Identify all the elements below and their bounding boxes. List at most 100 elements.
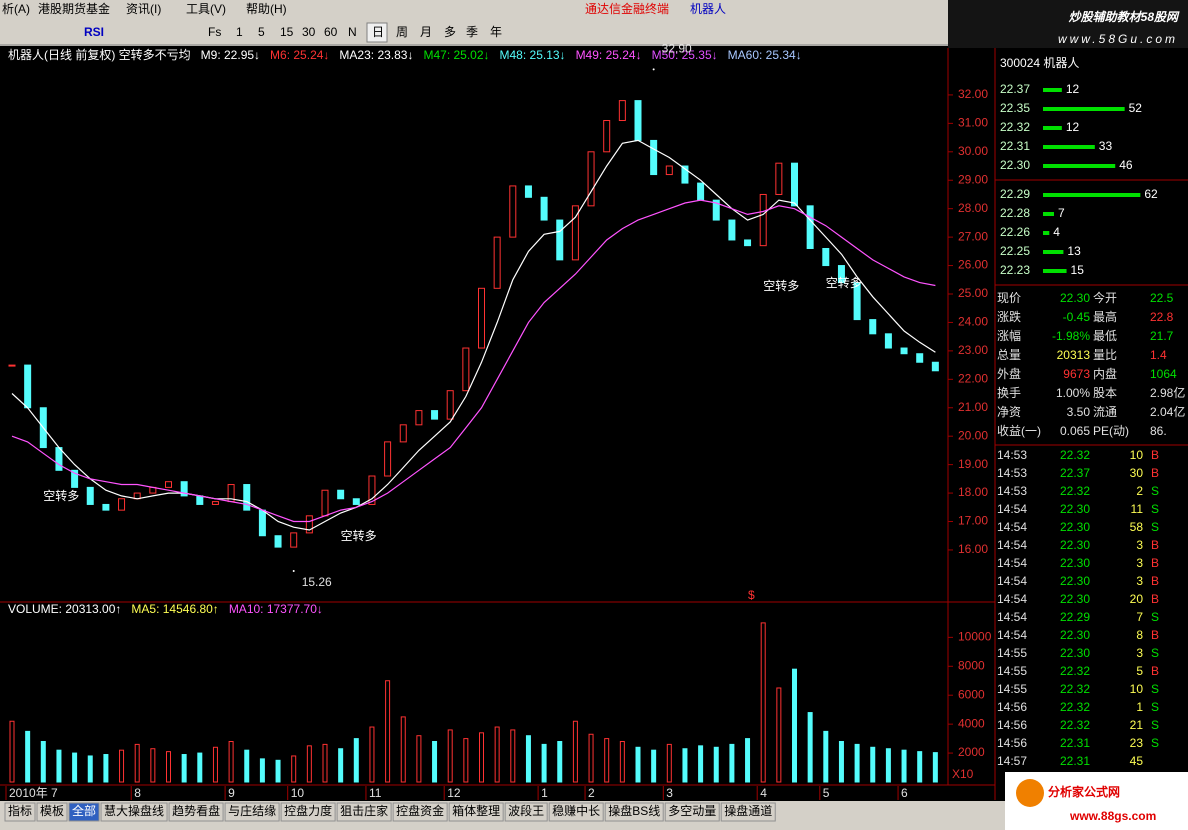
tab[interactable]: 稳赚中长: [552, 803, 600, 818]
tab[interactable]: 趋势看盘: [172, 803, 220, 818]
tab[interactable]: 与庄结缘: [228, 803, 276, 818]
toolbar-button[interactable]: 季: [466, 25, 478, 39]
tab[interactable]: 全部: [72, 803, 96, 818]
annotation: 空转多: [826, 275, 862, 290]
book-volume: 4: [1053, 225, 1060, 239]
tab-frame[interactable]: [392, 802, 448, 822]
book-price: 22.30: [1000, 158, 1030, 172]
field-value: 2.98亿: [1150, 385, 1185, 400]
candle: [916, 353, 924, 363]
extreme-point: [652, 68, 655, 71]
trade-time: 14:54: [997, 628, 1027, 642]
tab-frame[interactable]: [604, 802, 664, 822]
tab-frame[interactable]: [168, 802, 224, 822]
trade-side: B: [1151, 466, 1159, 480]
toolbar-button[interactable]: 15: [280, 25, 294, 39]
tab[interactable]: 波段王: [508, 803, 544, 818]
ma-line: [11, 199, 936, 523]
toolbar-button[interactable]: 多: [444, 25, 456, 39]
volume-bar: [807, 712, 813, 783]
tab[interactable]: 控盘资金: [396, 803, 444, 818]
watermark-url: www.58Gu.com: [1058, 32, 1178, 46]
candle: [24, 364, 32, 409]
candle: [556, 219, 564, 261]
tab[interactable]: 控盘力度: [284, 803, 332, 818]
toolbar-button[interactable]: Fs: [208, 25, 221, 39]
field-value: 9673: [1063, 367, 1090, 381]
candle: [180, 481, 188, 497]
toolbar-button[interactable]: 月: [420, 25, 432, 39]
trade-volume: 10: [1130, 682, 1144, 696]
volume-bar: [291, 755, 297, 783]
indicator-label: M47: 25.02↓: [423, 48, 489, 62]
candle: [211, 501, 219, 505]
toolbar-button[interactable]: 30: [302, 25, 316, 39]
y-tick-label: 21.00: [958, 400, 988, 414]
candle: [431, 410, 439, 420]
scale-note: X10: [952, 767, 974, 781]
toolbar-button[interactable]: 60: [324, 25, 338, 39]
menu-item[interactable]: 工具(V): [186, 2, 226, 16]
extreme-label: 15.26: [302, 575, 332, 589]
tab-frame[interactable]: [448, 802, 504, 822]
tab[interactable]: 操盘BS线: [608, 803, 660, 818]
toolbar-button[interactable]: 1: [236, 25, 243, 39]
toolbar-button[interactable]: 年: [490, 25, 502, 39]
brand: 通达信金融终端: [585, 1, 669, 16]
tab-frame[interactable]: [336, 802, 392, 822]
tab[interactable]: 操盘通道: [724, 803, 772, 818]
tab[interactable]: 多空动量: [668, 804, 716, 818]
x-tick-label: 1: [541, 786, 548, 800]
tab-frame[interactable]: [548, 802, 604, 822]
trade-price: 22.32: [1060, 484, 1090, 498]
tab[interactable]: 箱体整理: [452, 803, 500, 818]
book-price: 22.23: [1000, 263, 1030, 277]
tab[interactable]: 狙击庄家: [340, 803, 388, 818]
toolbar-button[interactable]: N: [348, 25, 357, 39]
tab[interactable]: 模板: [40, 804, 64, 818]
toolbar-button[interactable]: 周: [396, 25, 408, 39]
indicator-label: MA10: 17377.70↓: [229, 602, 323, 616]
tab[interactable]: 指标: [8, 803, 32, 818]
volume-bar: [9, 720, 15, 783]
x-tick-label: 2: [588, 786, 595, 800]
candle: [86, 486, 94, 505]
toolbar-button[interactable]: RSI: [84, 25, 104, 39]
tab-frame[interactable]: [36, 802, 68, 822]
y-tick-label: 16.00: [958, 542, 988, 556]
tab-frame[interactable]: [280, 802, 336, 822]
trade-time: 14:53: [997, 448, 1027, 462]
field-value: 0.065: [1060, 424, 1090, 438]
menu-item[interactable]: 资讯(I): [126, 2, 161, 16]
tab-frame[interactable]: [68, 802, 100, 822]
tab-frame[interactable]: [720, 802, 776, 822]
field-value: 86.: [1150, 424, 1167, 438]
candle: [603, 120, 611, 153]
candle: [71, 469, 79, 488]
tab-frame[interactable]: [4, 802, 36, 822]
watermark-title: 炒股辅助教材58股网: [1068, 10, 1180, 24]
menu-item[interactable]: 港股期货基金: [38, 1, 110, 16]
tab[interactable]: 慧大操盘线: [104, 803, 164, 818]
book-volume: 46: [1119, 158, 1133, 172]
tab-frame[interactable]: [224, 802, 280, 822]
tab-frame[interactable]: [100, 802, 168, 822]
menu-item[interactable]: 帮助(H): [246, 2, 287, 16]
trade-volume: 1: [1136, 700, 1143, 714]
toolbar-button[interactable]: 5: [258, 25, 265, 39]
book-volume-bar: [1043, 145, 1095, 149]
candle: [258, 509, 266, 537]
book-volume-bar: [1043, 231, 1050, 235]
candle: [118, 498, 126, 511]
candle: [305, 515, 313, 534]
field-value: -0.45: [1063, 310, 1091, 324]
tab-frame[interactable]: [504, 802, 548, 822]
candle: [744, 239, 752, 247]
menu-item[interactable]: 析(A): [2, 2, 30, 16]
y-tick-label: 28.00: [958, 201, 988, 215]
book-volume-bar: [1043, 126, 1062, 130]
tab-frame[interactable]: [664, 802, 720, 822]
toolbar-button[interactable]: 日: [372, 25, 384, 39]
trade-volume: 5: [1136, 664, 1143, 678]
